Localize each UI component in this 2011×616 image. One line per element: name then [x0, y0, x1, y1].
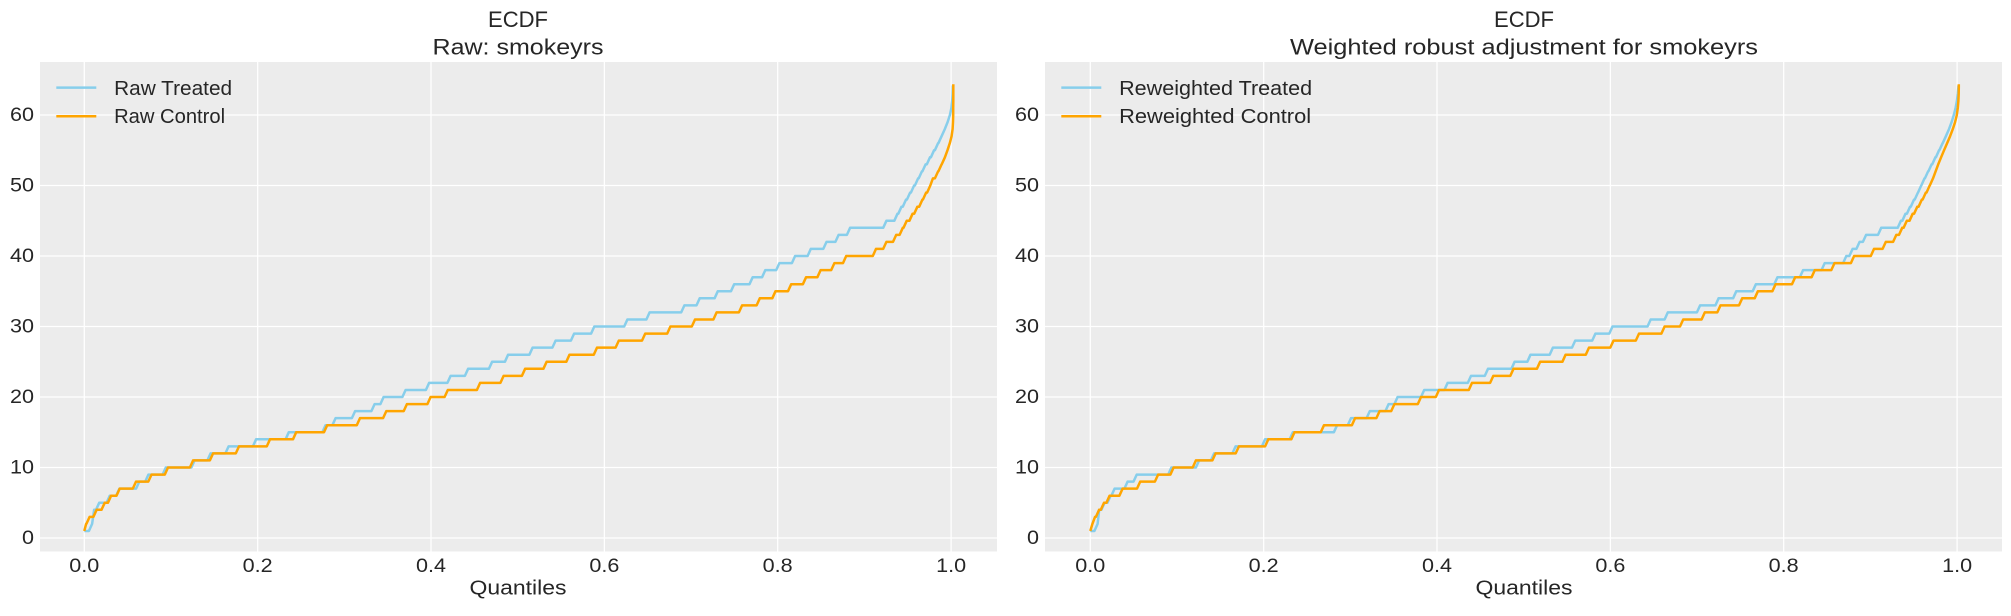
svg-text:0: 0	[1027, 528, 1039, 549]
svg-text:1.0: 1.0	[1942, 556, 1972, 577]
svg-text:60: 60	[10, 105, 34, 126]
svg-text:Raw Treated: Raw Treated	[114, 78, 232, 100]
svg-text:10: 10	[10, 458, 34, 479]
svg-text:30: 30	[1015, 317, 1039, 338]
svg-text:1.0: 1.0	[936, 556, 966, 577]
svg-text:ECDF: ECDF	[1494, 7, 1554, 32]
svg-text:40: 40	[10, 246, 34, 267]
svg-text:20: 20	[1015, 387, 1039, 408]
svg-text:0.0: 0.0	[1075, 556, 1105, 577]
svg-text:Weighted robust adjustment for: Weighted robust adjustment for smokeyrs	[1290, 35, 1758, 60]
svg-text:30: 30	[10, 317, 34, 338]
svg-text:0.2: 0.2	[1249, 556, 1279, 577]
svg-text:10: 10	[1015, 458, 1039, 479]
svg-text:0.6: 0.6	[589, 556, 619, 577]
svg-text:0.2: 0.2	[243, 556, 273, 577]
svg-text:50: 50	[1015, 176, 1039, 197]
svg-text:Reweighted Control: Reweighted Control	[1119, 106, 1311, 128]
svg-text:Reweighted Treated: Reweighted Treated	[1119, 78, 1312, 100]
svg-text:0.0: 0.0	[69, 556, 99, 577]
svg-text:0.4: 0.4	[416, 556, 446, 577]
svg-text:Raw Control: Raw Control	[114, 106, 225, 128]
svg-text:0.4: 0.4	[1422, 556, 1452, 577]
svg-text:0: 0	[22, 528, 34, 549]
svg-text:Quantiles: Quantiles	[1476, 578, 1573, 600]
svg-text:Raw: smokeyrs: Raw: smokeyrs	[433, 35, 604, 60]
svg-text:0.8: 0.8	[1769, 556, 1799, 577]
svg-text:20: 20	[10, 387, 34, 408]
svg-text:ECDF: ECDF	[488, 7, 548, 32]
svg-text:0.8: 0.8	[763, 556, 793, 577]
svg-text:60: 60	[1015, 105, 1039, 126]
svg-text:50: 50	[10, 176, 34, 197]
svg-text:Quantiles: Quantiles	[470, 578, 567, 600]
svg-text:40: 40	[1015, 246, 1039, 267]
svg-text:0.6: 0.6	[1595, 556, 1625, 577]
